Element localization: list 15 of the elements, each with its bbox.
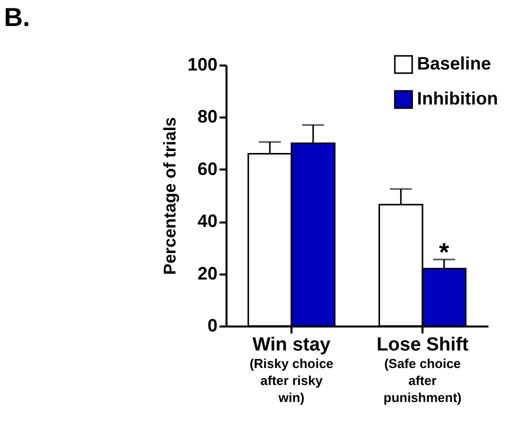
y-tick-label: 0 <box>207 316 218 336</box>
y-tick-label: 20 <box>197 263 218 284</box>
y-axis-title: Percentage of trials <box>160 117 180 275</box>
legend-label: Inhibition <box>417 88 498 108</box>
legend-label: Baseline <box>417 54 492 74</box>
x-tick-label: Lose Shift <box>376 334 470 356</box>
annotation: * <box>439 236 450 267</box>
y-tick-label: 40 <box>197 211 218 232</box>
text: B. <box>4 2 30 32</box>
y-tick-label: 100 <box>187 54 218 74</box>
text: (Safe choice after punishment) <box>384 356 462 405</box>
y-tick-label: 60 <box>197 158 218 179</box>
text: (Risky choice after risky win) <box>250 356 334 405</box>
x-tick-label: Win stay <box>252 334 331 356</box>
y-tick-label: 80 <box>197 106 218 127</box>
